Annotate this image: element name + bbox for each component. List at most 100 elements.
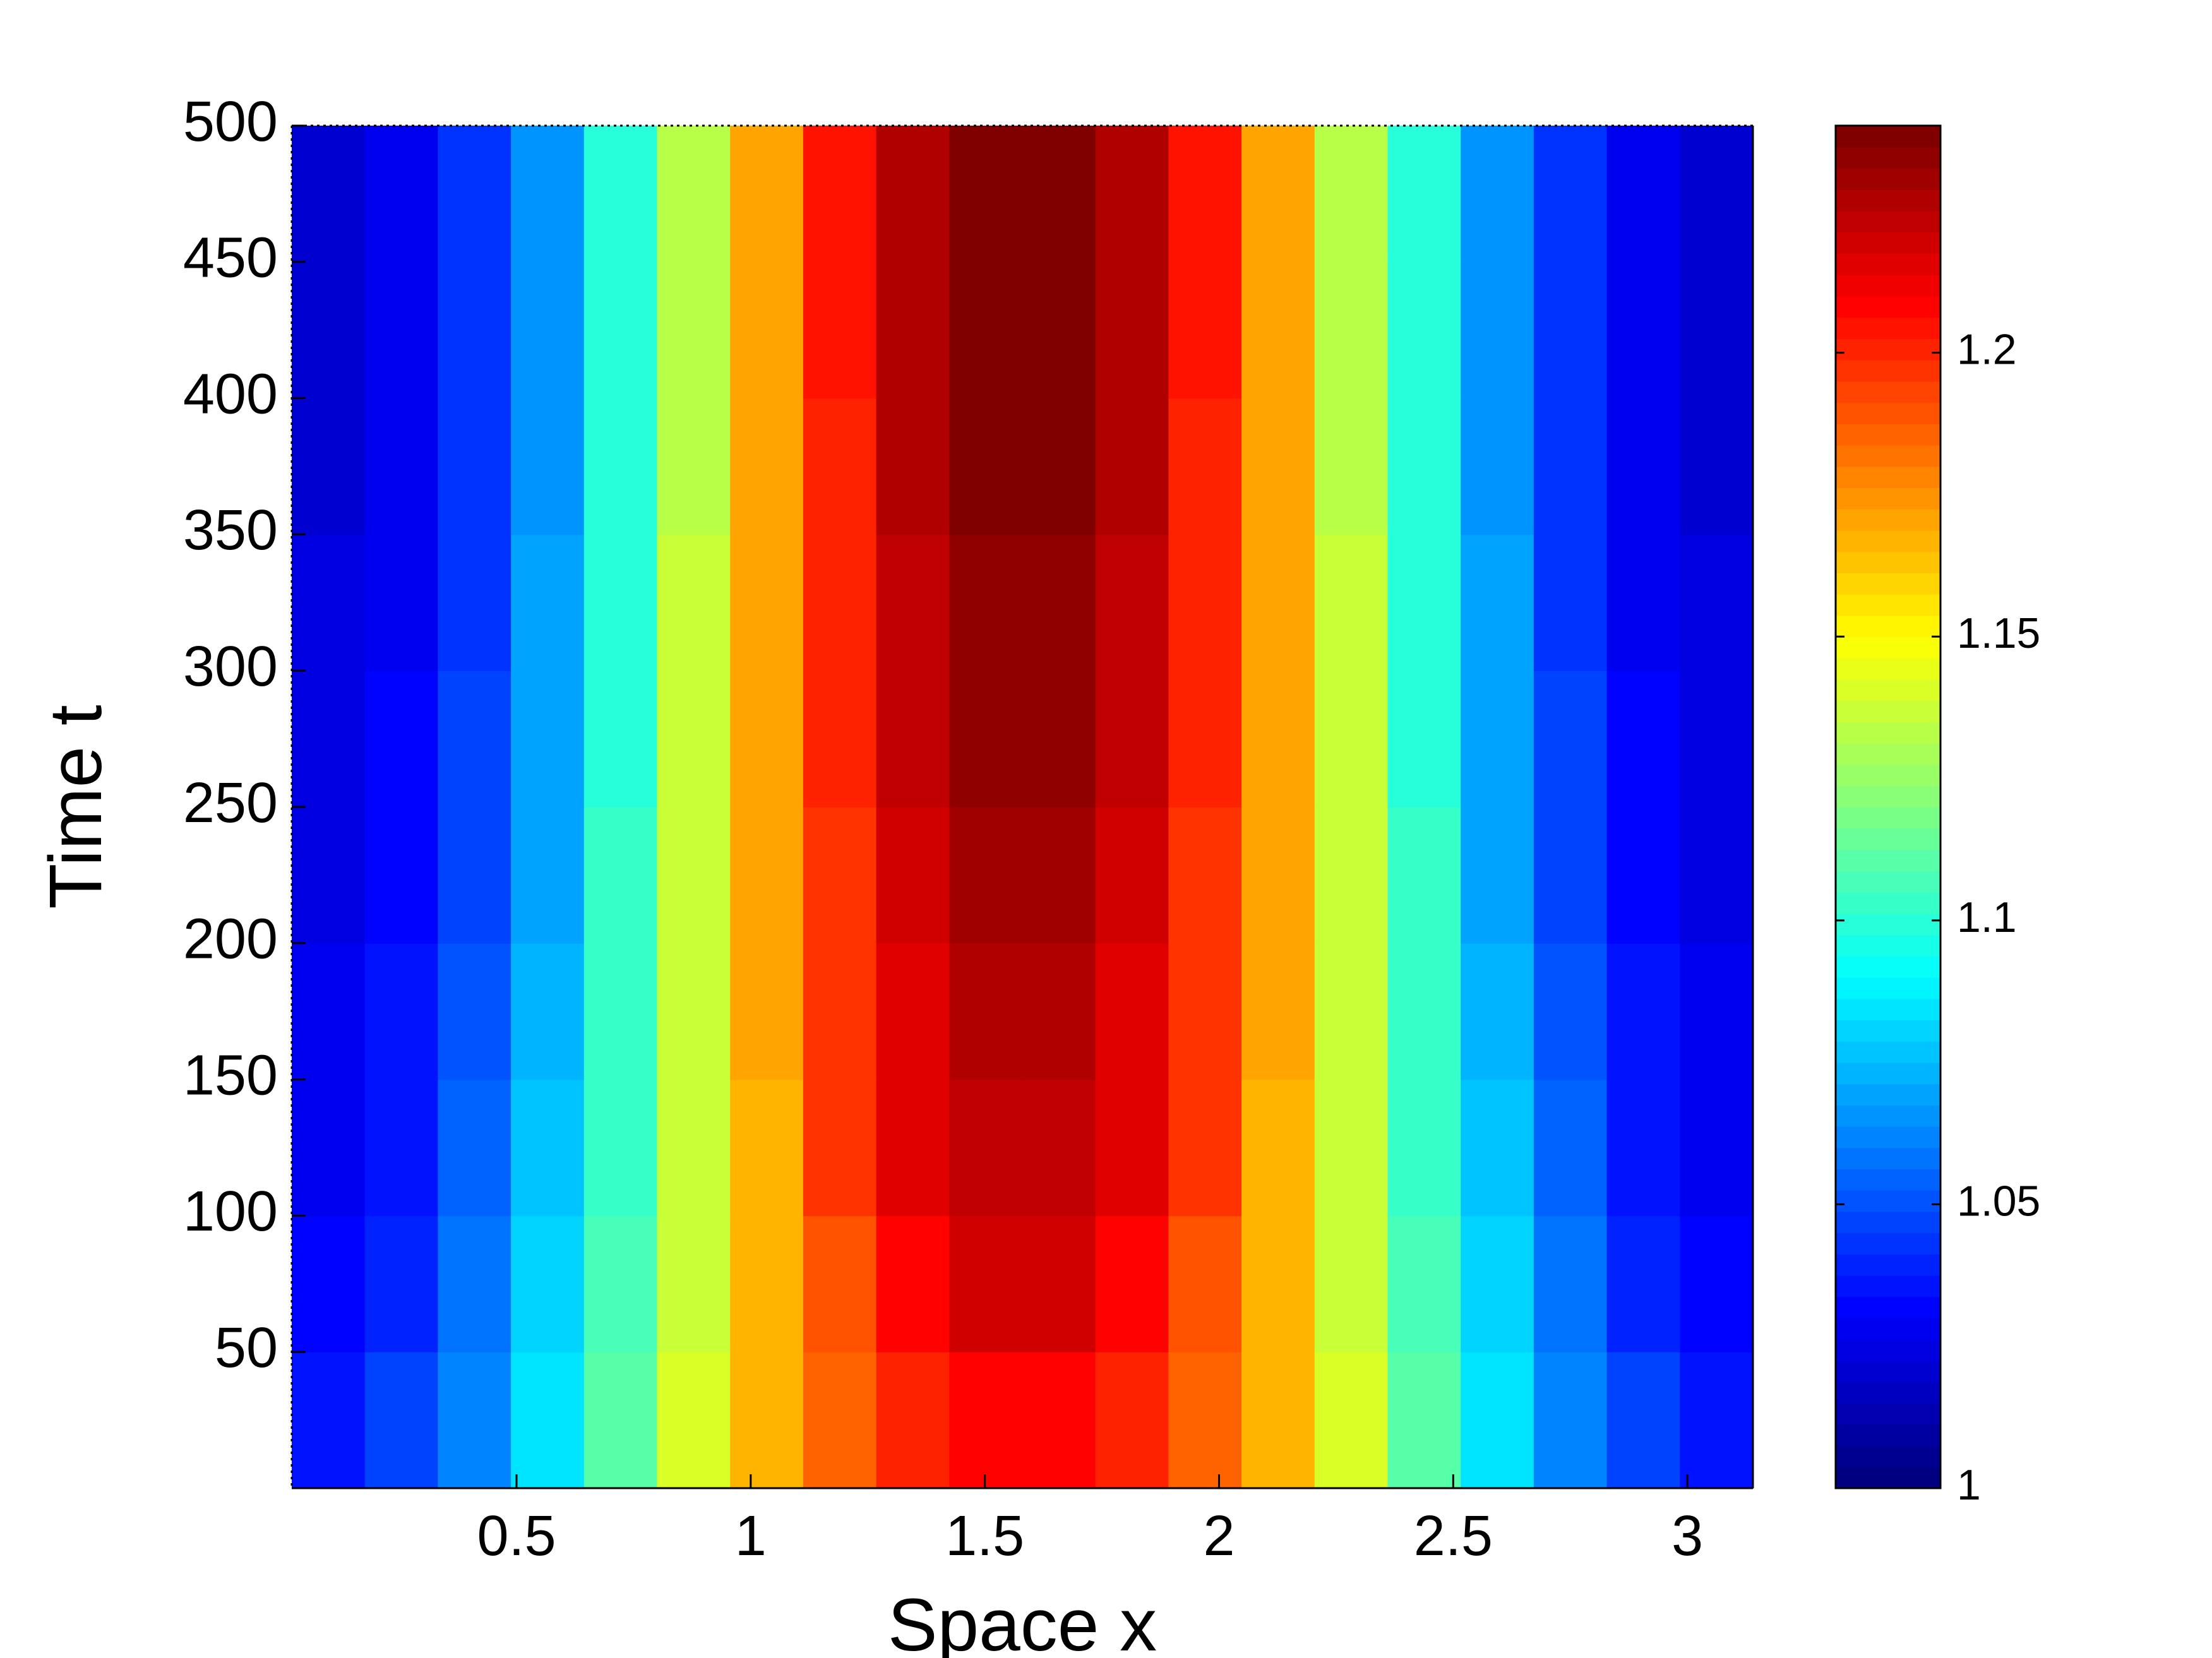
heatmap-cell <box>1168 534 1242 671</box>
y-tick-label: 300 <box>183 635 278 698</box>
colorbar-segment <box>1836 913 1940 936</box>
heatmap-cell <box>1533 126 1608 263</box>
heatmap-cell <box>1168 398 1242 535</box>
heatmap-cell <box>1461 126 1534 263</box>
colorbar-segment <box>1836 615 1940 638</box>
colorbar-segment <box>1836 551 1940 573</box>
colorbar-segment <box>1836 679 1940 701</box>
heatmap-cell <box>1461 534 1534 671</box>
heatmap-cell <box>438 1352 511 1489</box>
heatmap-cell <box>1168 943 1242 1080</box>
heatmap-cell <box>1461 807 1534 944</box>
colorbar-segment <box>1836 1424 1940 1446</box>
colorbar-segment <box>1836 402 1940 424</box>
heatmap-cell <box>438 671 511 808</box>
heatmap-cell <box>657 261 731 399</box>
y-tick-label: 400 <box>183 362 278 426</box>
heatmap-cell <box>657 1215 731 1352</box>
heatmap-cell <box>1168 807 1242 944</box>
colorbar-segment <box>1836 530 1940 552</box>
heatmap-cell <box>364 398 439 535</box>
colorbar-segment <box>1836 487 1940 510</box>
heatmap-cell <box>730 671 804 808</box>
heatmap-cell <box>364 534 439 671</box>
heatmap-cell <box>1095 807 1169 944</box>
heatmap-cell <box>1387 261 1461 399</box>
colorbar-segment <box>1836 1403 1940 1425</box>
heatmap-cell <box>730 1352 804 1489</box>
heatmap-cell <box>1314 671 1389 808</box>
colorbar-segment <box>1836 977 1940 999</box>
heatmap-cell <box>949 261 1023 399</box>
heatmap-cell <box>876 398 950 535</box>
heatmap-cell <box>1533 534 1608 671</box>
heatmap-cell <box>438 943 511 1080</box>
heatmap-cell <box>1168 1215 1242 1352</box>
heatmap-cell <box>730 398 804 535</box>
heatmap-cell <box>730 1215 804 1352</box>
heatmap-cell <box>1241 126 1315 263</box>
heatmap-cell <box>730 126 804 263</box>
colorbar-segment <box>1836 573 1940 595</box>
heatmap-cell <box>1314 398 1389 535</box>
heatmap-cell <box>1387 1079 1461 1217</box>
colorbar-segment <box>1836 126 1940 148</box>
heatmap-cell <box>1461 943 1534 1080</box>
heatmap-cell <box>1095 534 1169 671</box>
heatmap-cell <box>1533 671 1608 808</box>
heatmap-cell <box>1533 261 1608 399</box>
heatmap-cell <box>1461 1079 1534 1217</box>
heatmap-cell <box>657 1079 731 1217</box>
colorbar-segment <box>1836 1275 1940 1297</box>
heatmap-cell <box>583 398 658 535</box>
x-tick-label: 2.5 <box>1414 1505 1493 1568</box>
heatmap-cell <box>1095 1352 1169 1489</box>
heatmap-cell <box>949 534 1023 671</box>
heatmap-cell <box>1461 671 1534 808</box>
colorbar-segment <box>1836 700 1940 722</box>
heatmap-cell <box>876 671 950 808</box>
heatmap-cell <box>1680 126 1754 263</box>
heatmap-cell <box>438 261 511 399</box>
heatmap-cell <box>1533 943 1608 1080</box>
y-tick-label: 350 <box>183 499 278 562</box>
colorbar-segment <box>1836 722 1940 744</box>
heatmap-cell <box>292 398 366 535</box>
heatmap-cell <box>1387 126 1461 263</box>
heatmap-cell <box>1461 261 1534 399</box>
heatmap-cell <box>803 126 877 263</box>
heatmap-cell <box>949 398 1023 535</box>
heatmap-cell <box>1022 126 1096 263</box>
colorbar-segment <box>1836 1232 1940 1255</box>
heatmap-cell <box>949 943 1023 1080</box>
heatmap-cell <box>511 534 585 671</box>
heatmap-cell <box>1606 261 1681 399</box>
colorbar-segment <box>1836 956 1940 978</box>
colorbar-tick-label: 1.1 <box>1957 893 2017 941</box>
y-tick-label: 450 <box>183 227 278 290</box>
colorbar-segment <box>1836 424 1940 446</box>
heatmap-cell <box>438 1079 511 1217</box>
heatmap-cell <box>1168 261 1242 399</box>
heatmap-cell <box>292 261 366 399</box>
heatmap-cell <box>1606 1352 1681 1489</box>
heatmap-cell <box>364 671 439 808</box>
colorbar-segment <box>1836 998 1940 1020</box>
colorbar-segment <box>1836 508 1940 531</box>
heatmap-cell <box>292 943 366 1080</box>
heatmap-cell <box>511 126 585 263</box>
heatmap-cell <box>438 807 511 944</box>
heatmap-cell <box>1533 1079 1608 1217</box>
heatmap-cell <box>1533 807 1608 944</box>
heatmap-cell <box>730 534 804 671</box>
colorbar-segment <box>1836 1126 1940 1148</box>
heatmap-cell <box>364 1215 439 1352</box>
heatmap-cell <box>1680 534 1754 671</box>
colorbar-segment <box>1836 466 1940 489</box>
heatmap-cell <box>657 398 731 535</box>
heatmap-cell <box>1606 534 1681 671</box>
heatmap-cell <box>292 807 366 944</box>
heatmap-cell <box>1314 807 1389 944</box>
heatmap-cell <box>1168 1352 1242 1489</box>
heatmap <box>292 126 1754 1489</box>
